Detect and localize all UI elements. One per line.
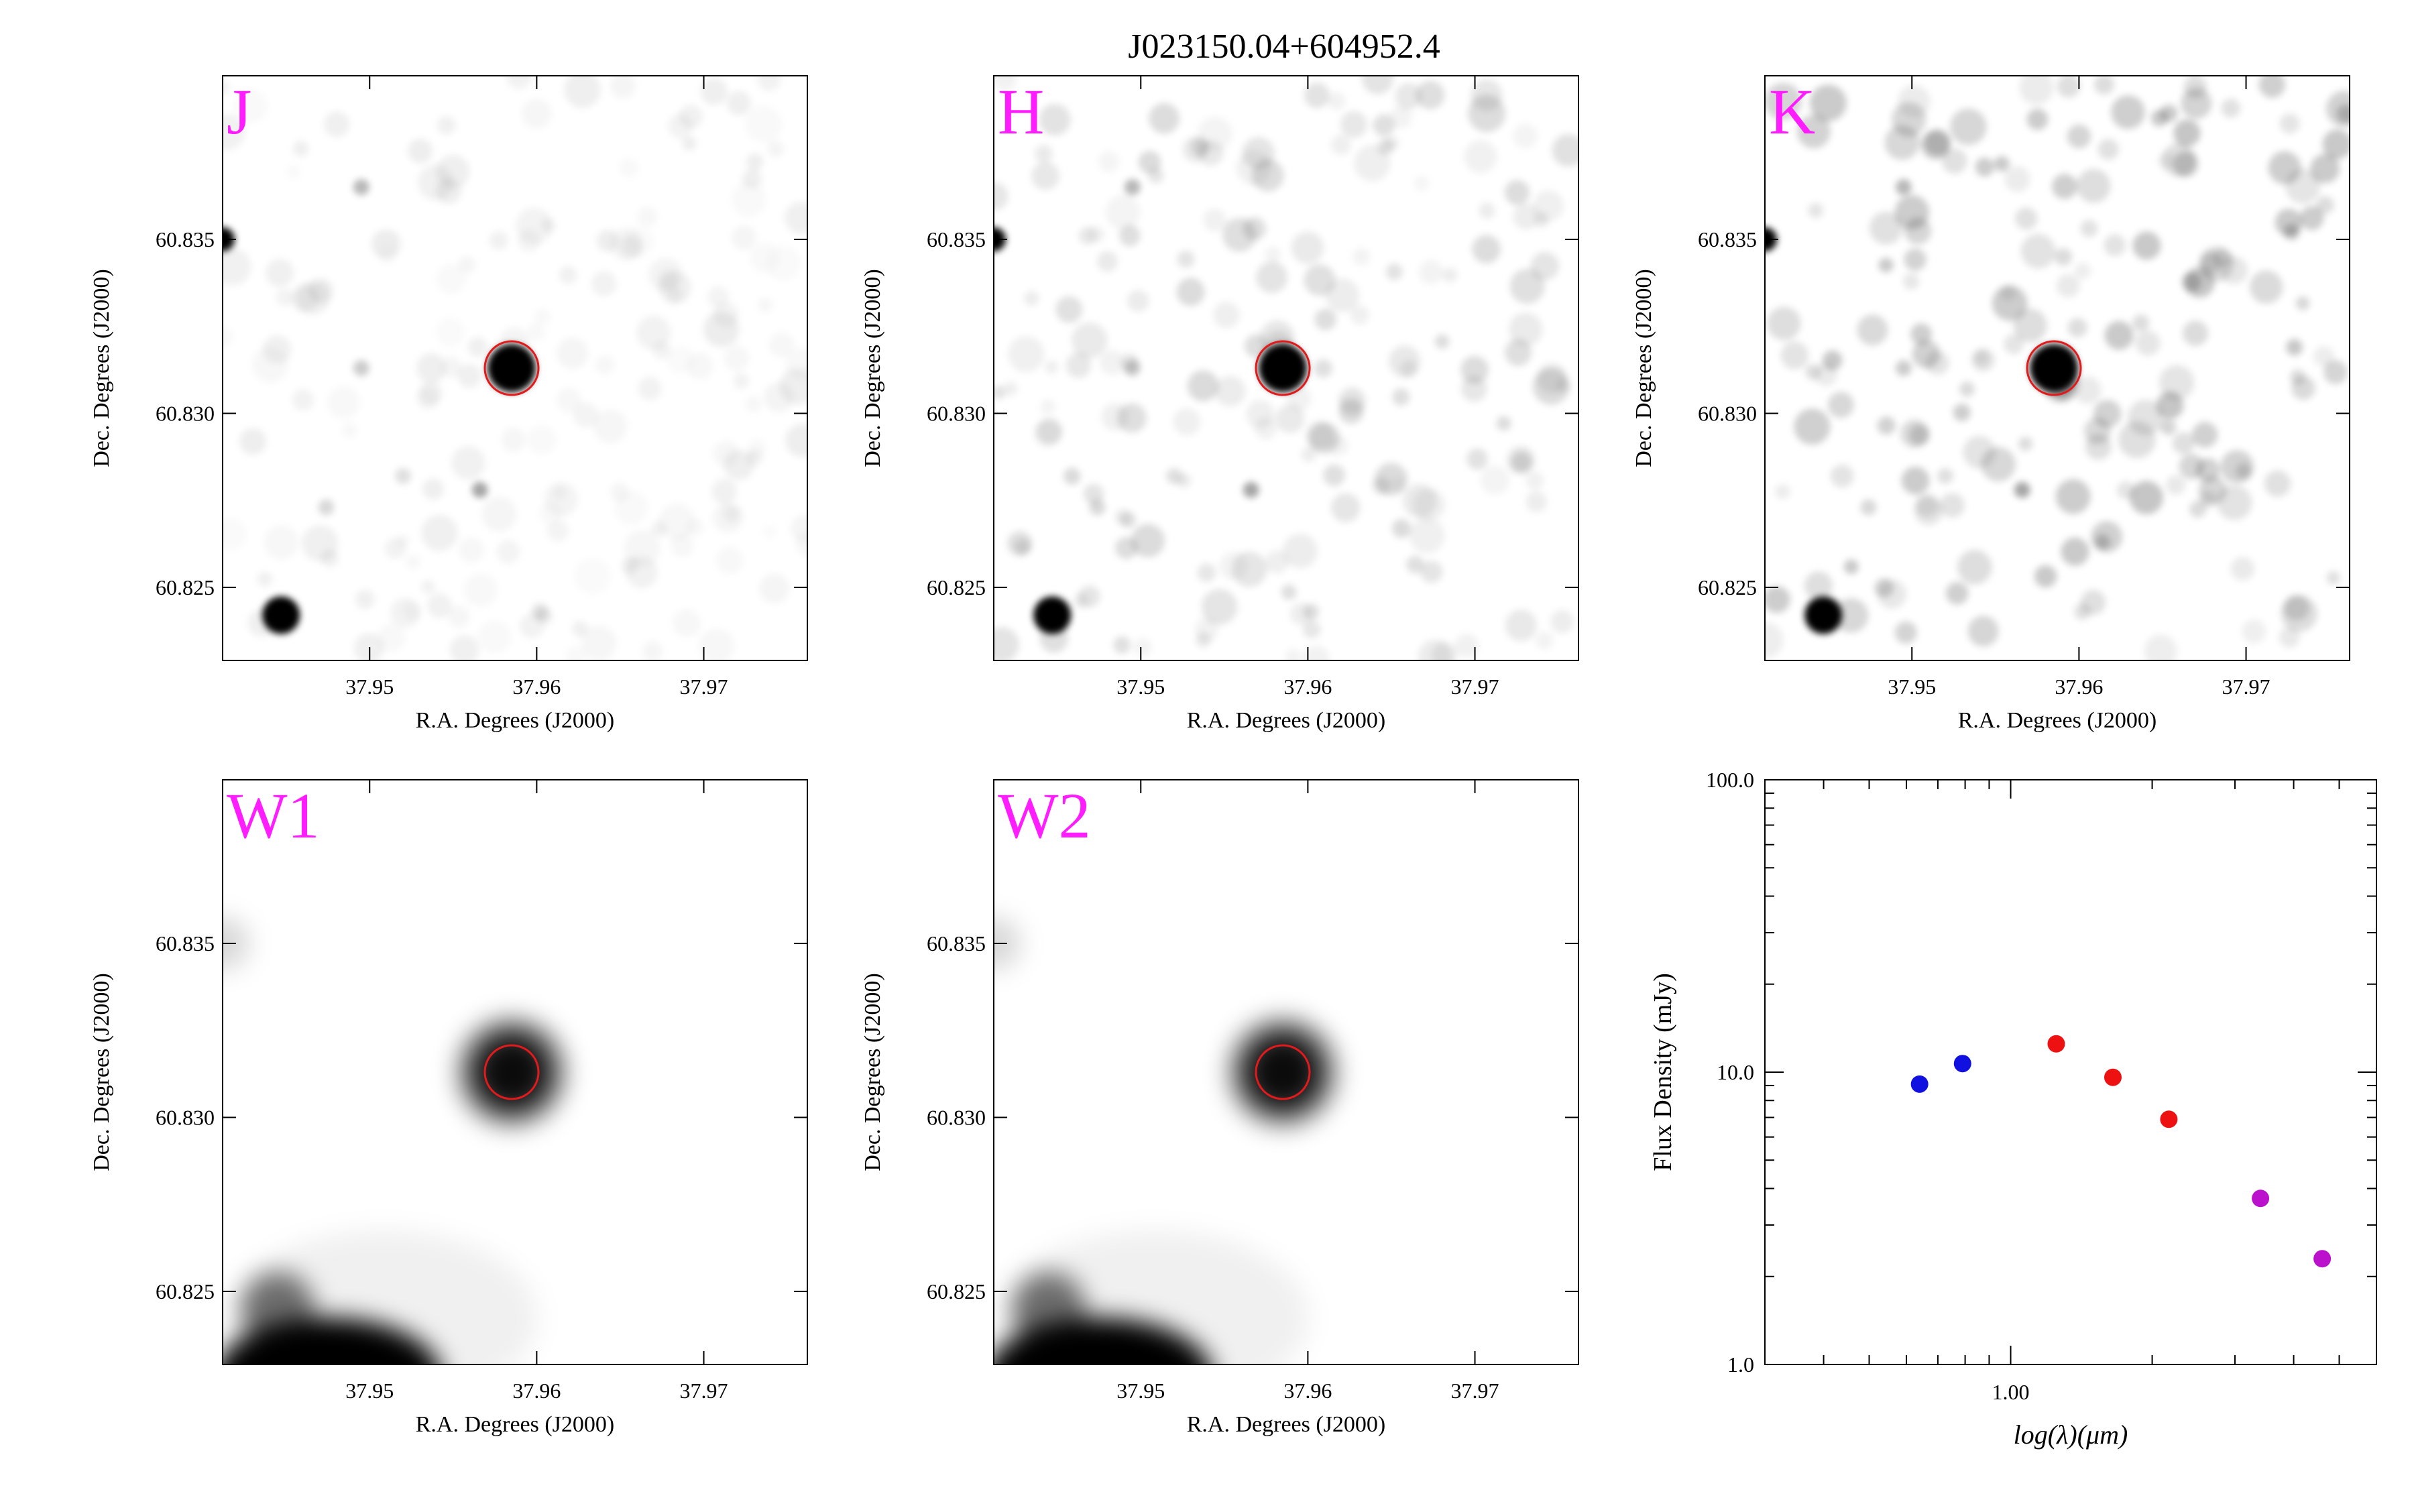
x-tick-label: 37.96 [1283, 675, 1332, 699]
sed-data-point [1953, 1055, 1971, 1073]
cutout-image [994, 780, 1578, 1364]
x-tick-label: 37.95 [1888, 675, 1936, 699]
cutout-panel-w1: W1 37.95 37.96 37.97 60.835 60.830 60.825 R.A. … [89, 779, 808, 1437]
x-tick-label: 37.97 [680, 1379, 728, 1403]
cutout-image [1765, 76, 2350, 660]
y-tick-label: 60.825 [1698, 575, 1757, 599]
y-tick-label: 60.825 [156, 575, 215, 599]
cutout-panel-h: H 37.95 37.96 37.97 60.835 60.830 60.825 R.A. D… [860, 75, 1579, 733]
y-tick-label: 60.830 [927, 401, 986, 425]
sed-x-axis-label: log(λ)(μm) [2014, 1419, 2128, 1450]
x-tick-label: 37.96 [1283, 1379, 1332, 1403]
y-axis-label: Dec. Degrees (J2000) [1631, 269, 1656, 467]
panel-frame [222, 75, 808, 661]
x-tick-label: 37.97 [2222, 675, 2271, 699]
y-tick-label: 60.835 [156, 227, 215, 251]
sed-data-point [2160, 1110, 2178, 1128]
x-axis-label: R.A. Degrees (J2000) [1187, 1412, 1386, 1437]
panel-frame [993, 779, 1579, 1365]
x-tick-label: 37.96 [512, 675, 561, 699]
aperture-circle [483, 340, 540, 396]
aperture-circle [1255, 1044, 1311, 1100]
cutout-image [994, 76, 1578, 660]
sed-data-point [2313, 1250, 2332, 1268]
sed-x-tick-label: 1.00 [1992, 1380, 2030, 1404]
y-axis-label: Dec. Degrees (J2000) [860, 269, 885, 467]
sed-y-tick-label: 100.0 [1706, 768, 1754, 792]
x-tick-label: 37.95 [345, 675, 394, 699]
y-tick-label: 60.830 [927, 1105, 986, 1129]
band-label: W2 [998, 780, 1091, 852]
y-tick-label: 60.825 [927, 575, 986, 599]
y-tick-label: 60.830 [156, 1105, 215, 1129]
panel-frame [993, 75, 1579, 661]
x-tick-label: 37.97 [1451, 1379, 1499, 1403]
figure-title: J023150.04+604952.4 [1128, 27, 1440, 66]
sed-y-tick-label: 1.0 [1727, 1352, 1754, 1377]
band-label: K [1769, 76, 1815, 148]
y-tick-label: 60.835 [156, 931, 215, 955]
y-tick-label: 60.825 [156, 1279, 215, 1303]
sed-frame [1764, 779, 2377, 1365]
x-tick-label: 37.96 [512, 1379, 561, 1403]
band-label: J [227, 76, 251, 148]
x-axis-label: R.A. Degrees (J2000) [1187, 708, 1386, 733]
band-label: H [998, 76, 1044, 148]
cutout-image [223, 780, 807, 1364]
y-axis-label: Dec. Degrees (J2000) [860, 973, 885, 1171]
x-axis-label: R.A. Degrees (J2000) [1958, 708, 2157, 733]
sed-data-point [2047, 1035, 2065, 1053]
cutout-panel-k: K 37.95 37.96 37.97 60.835 60.830 60.825 R.A. D… [1631, 75, 2350, 733]
x-tick-label: 37.95 [1116, 675, 1165, 699]
cutout-panels: J 37.95 37.96 37.97 60.835 60.830 60.825 R.A. D… [89, 75, 2350, 1437]
y-axis-label: Dec. Degrees (J2000) [89, 973, 114, 1171]
sed-y-axis-label: Flux Density (mJy) [1649, 973, 1677, 1171]
x-axis-label: R.A. Degrees (J2000) [416, 708, 615, 733]
cutout-panel-j: J 37.95 37.96 37.97 60.835 60.830 60.825 R.A. D… [89, 75, 808, 733]
panel-frame [222, 779, 808, 1365]
aperture-circle [2026, 340, 2082, 396]
sed-data-point [2104, 1068, 2122, 1086]
sed-data-point [2252, 1189, 2270, 1208]
y-tick-label: 60.830 [156, 401, 215, 425]
y-tick-label: 60.830 [1698, 401, 1757, 425]
x-axis-label: R.A. Degrees (J2000) [416, 1412, 615, 1437]
x-tick-label: 37.95 [1116, 1379, 1165, 1403]
aperture-circle [483, 1044, 540, 1100]
sed-plot: 1.00 100.0 10.0 1.0 log(λ)(μm) Flux Density (… [1649, 768, 2377, 1450]
x-tick-label: 37.97 [1451, 675, 1499, 699]
x-tick-label: 37.95 [345, 1379, 394, 1403]
sed-data-point [1910, 1075, 1929, 1093]
y-tick-label: 60.825 [927, 1279, 986, 1303]
y-tick-label: 60.835 [1698, 227, 1757, 251]
cutout-image [223, 76, 807, 660]
x-tick-label: 37.97 [680, 675, 728, 699]
x-tick-label: 37.96 [2055, 675, 2103, 699]
cutout-panel-w2: W2 37.95 37.96 37.97 60.835 60.830 60.825 R.A. … [860, 779, 1579, 1437]
sed-y-tick-label: 10.0 [1717, 1060, 1754, 1084]
aperture-circle [1255, 340, 1311, 396]
y-tick-label: 60.835 [927, 931, 986, 955]
panel-frame [1764, 75, 2350, 661]
band-label: W1 [227, 780, 320, 852]
y-axis-label: Dec. Degrees (J2000) [89, 269, 114, 467]
y-tick-label: 60.835 [927, 227, 986, 251]
